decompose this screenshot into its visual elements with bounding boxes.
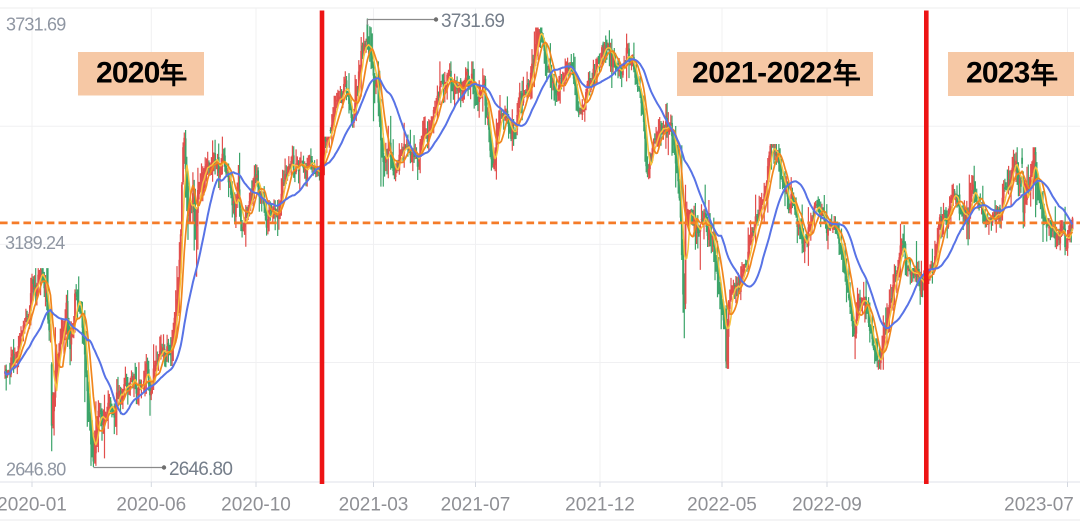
svg-text:2020-01: 2020-01 (0, 495, 67, 516)
svg-text:2646.80: 2646.80 (169, 459, 232, 480)
svg-text:2023: 2023 (966, 57, 1030, 90)
svg-text:3731.69: 3731.69 (441, 11, 504, 32)
svg-text:2021-07: 2021-07 (441, 495, 511, 516)
svg-text:2020: 2020 (96, 57, 160, 90)
svg-text:2021-2022: 2021-2022 (692, 57, 832, 90)
svg-text:2021-12: 2021-12 (565, 495, 635, 516)
svg-text:2646.80: 2646.80 (6, 460, 66, 480)
svg-text:2022-09: 2022-09 (792, 495, 862, 516)
svg-text:2023-07: 2023-07 (1004, 495, 1074, 516)
svg-text:2020-06: 2020-06 (116, 495, 186, 516)
svg-text:3189.24: 3189.24 (5, 233, 65, 253)
svg-text:2022-05: 2022-05 (687, 495, 757, 516)
svg-text:2020-10: 2020-10 (221, 495, 291, 516)
svg-text:2021-03: 2021-03 (339, 495, 409, 516)
svg-text:3731.69: 3731.69 (6, 15, 66, 35)
